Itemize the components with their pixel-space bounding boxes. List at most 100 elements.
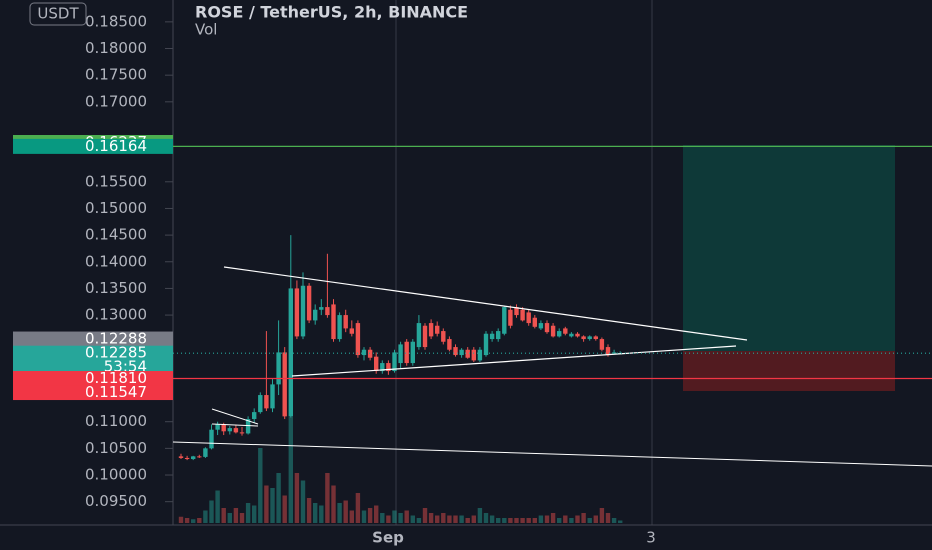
volume-bar [233,508,239,523]
volume-bar [221,508,226,523]
trend-line[interactable] [291,345,737,377]
volume-bar [313,503,318,523]
candle-body [453,347,458,356]
candle-body [331,304,336,340]
candle-body [593,336,598,340]
candle-body [496,331,501,340]
price-tag [13,385,173,401]
x-tick-label: Sep [372,529,404,547]
y-tick-label: 0.09500 [85,492,147,510]
candle-body [288,288,293,417]
candle-body [367,349,373,358]
candles [178,235,623,523]
y-tick-label: 0.10000 [85,466,147,484]
volume-bar [520,518,525,523]
candle-body [575,333,580,337]
candle-body [184,457,190,460]
volume-bar [435,515,440,523]
candle-body [294,288,300,337]
candle-body [270,384,275,409]
y-tick-label: 0.14500 [85,226,147,244]
candle-body [276,352,281,385]
volume-bar [227,513,232,523]
candle-body [477,349,483,361]
chart-title: ROSE / TetherUS, 2h, BINANCE [195,3,468,22]
volume-bar [355,493,361,523]
candle-body [252,412,257,420]
volume-bar [294,473,300,523]
y-tick-label: 0.14000 [85,252,147,270]
candle-body [520,309,525,321]
trend-line[interactable] [223,266,748,341]
y-tick-label: 0.15000 [85,199,147,217]
candle-body [209,429,214,449]
y-tick-label: 0.10500 [85,439,147,457]
volume-bar [264,485,269,523]
currency: USDT [37,5,79,23]
volume-bar [593,515,598,523]
price-tag-label: 0.12288 [85,330,147,348]
candle-body [447,339,452,350]
price-tag [13,371,173,387]
trend-line[interactable] [211,423,259,427]
candle-body [245,419,251,434]
volume-bar [428,513,434,523]
volume-bar [581,513,586,523]
volume-bar [569,518,574,523]
candle-body [563,328,568,334]
volume-bar [459,515,464,523]
y-tick-label: 0.17500 [85,66,147,84]
volume-bar [508,518,513,523]
volume-bar [203,510,208,523]
stop-zone[interactable] [683,351,895,391]
price-tag-label: 0.11547 [85,383,147,401]
y-tick-label: 0.13000 [85,306,147,324]
target-zone[interactable] [683,145,895,351]
volume-bar [331,485,336,523]
candle-body [544,323,550,333]
y-tick-label: 0.18000 [85,39,147,57]
candle-body [508,309,513,326]
volume-bar [544,515,550,523]
trend-line[interactable] [172,441,932,467]
candle-body [264,395,269,409]
candle-body [471,349,476,361]
volume-bar [252,505,257,523]
volume-bar [258,448,263,523]
candle-body [178,456,184,458]
volume-bar [605,513,611,523]
candle-body [191,456,196,460]
volume-bar [514,518,519,523]
candle-body [599,339,605,350]
candle-body [404,341,409,364]
volume-bar [496,518,501,523]
price-tag-label: 0.12285 [85,344,147,362]
currency-box[interactable] [29,2,87,26]
candle-body [605,347,611,356]
volume-label: Vol [195,21,217,39]
price-axis: 0.18500 0.18000 0.17500 0.17000 0.15500 0.150… [13,12,932,510]
volume-bar [538,515,544,523]
candle-body [343,315,348,329]
volume-bar [532,518,537,523]
candle-body [374,356,379,372]
candle-body [550,325,556,337]
volume-bar [361,510,367,523]
candle-body [361,349,367,356]
volume-bar [483,513,489,523]
trend-line[interactable] [211,408,259,425]
volume-bar [386,515,391,523]
candle-body [197,456,202,458]
volume-bar [184,518,190,523]
y-tick-label: 0.18500 [85,12,147,30]
candle-body [581,336,586,340]
candle-body [557,331,562,337]
volume-bar [178,516,184,523]
y-tick-label: 0.15500 [85,172,147,190]
candle-body [355,323,361,356]
candle-body [319,307,324,310]
volume-bar [416,518,422,523]
volume-bar [618,520,623,523]
candle-body [233,428,239,433]
